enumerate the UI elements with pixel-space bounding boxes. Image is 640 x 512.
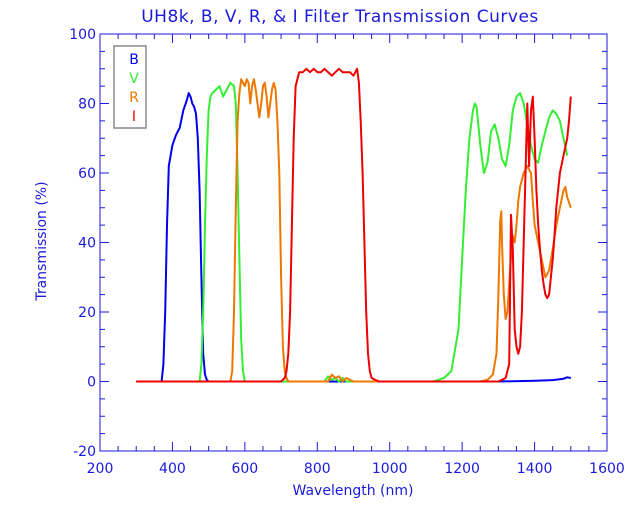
y-tick-label: 100 xyxy=(69,27,96,43)
x-tick-label: 1200 xyxy=(444,461,480,477)
x-tick-label: 800 xyxy=(304,461,331,477)
legend-entry-v: V xyxy=(129,71,139,87)
plot-frame xyxy=(99,33,608,452)
x-tick-label: 600 xyxy=(231,461,258,477)
plot-series xyxy=(136,67,572,383)
x-tick-label: 1000 xyxy=(372,461,408,477)
plot-axes: 200 400 600 800 1000 1200 1400 1600 -20 0 20 40 60 80… xyxy=(69,27,625,477)
x-tick-label: 1600 xyxy=(589,461,625,477)
x-tick-label: 200 xyxy=(87,461,114,477)
legend-entry-i: I xyxy=(132,109,136,125)
y-axis-label: Transmission (%) xyxy=(34,181,50,301)
legend: B V R I xyxy=(113,45,147,129)
y-tick-label: -20 xyxy=(73,444,96,460)
series-line-r xyxy=(136,78,572,383)
y-tick-label: 20 xyxy=(78,305,96,321)
series-line-i xyxy=(136,67,572,383)
chart-title: UH8k, B, V, R, & I Filter Transmission C… xyxy=(141,7,539,27)
legend-box xyxy=(113,45,147,129)
legend-entry-r: R xyxy=(129,90,139,106)
y-tick-label: 40 xyxy=(78,236,96,252)
x-tick-label: 1400 xyxy=(517,461,553,477)
x-tick-label: 400 xyxy=(159,461,186,477)
y-tick-label: 80 xyxy=(78,97,96,113)
y-tick-label: 60 xyxy=(78,166,96,182)
legend-entry-b: B xyxy=(129,52,139,68)
x-axis-label: Wavelength (nm) xyxy=(293,483,414,499)
y-tick-label: 0 xyxy=(87,375,96,391)
